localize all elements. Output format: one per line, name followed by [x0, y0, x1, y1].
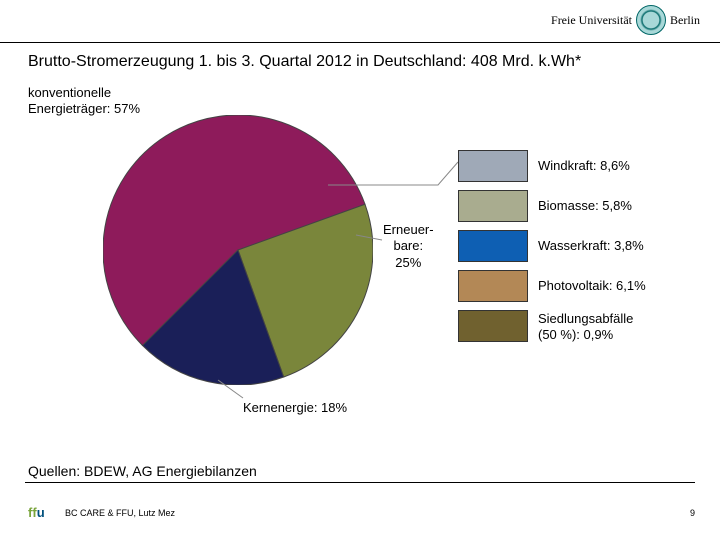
- legend-swatch: [458, 150, 528, 182]
- sources-underline: [25, 482, 695, 483]
- footer-credit: BC CARE & FFU, Lutz Mez: [65, 508, 175, 518]
- slice-label-kernenergie: Kernenergie: 18%: [243, 400, 347, 416]
- uni-name-left: Freie Universität: [551, 13, 632, 28]
- sources-text: Quellen: BDEW, AG Energiebilanzen: [28, 463, 257, 479]
- slice-label-erneuerbare: Erneuer- bare: 25%: [383, 222, 434, 271]
- chart-title: Brutto-Stromerzeugung 1. bis 3. Quartal …: [28, 53, 581, 71]
- chart-area: konventionelle Energieträger: 57% Erneue…: [28, 90, 693, 440]
- university-header: Freie Universität Berlin: [551, 5, 700, 35]
- header-rule: [0, 42, 720, 43]
- university-seal-icon: [636, 5, 666, 35]
- legend-label: Siedlungsabfälle(50 %): 0,9%: [538, 311, 633, 344]
- legend-swatch: [458, 190, 528, 222]
- ffu-logo: ffu: [28, 505, 45, 520]
- page-number: 9: [690, 508, 695, 518]
- legend-label: Biomasse: 5,8%: [538, 198, 632, 214]
- legend-swatch: [458, 270, 528, 302]
- uni-name-right: Berlin: [670, 13, 700, 28]
- slice-label-konventionelle: konventionelle Energieträger: 57%: [28, 85, 140, 118]
- legend-swatch: [458, 230, 528, 262]
- legend-swatch: [458, 310, 528, 342]
- legend-label: Wasserkraft: 3,8%: [538, 238, 644, 254]
- pie-chart: [103, 115, 373, 385]
- legend-label: Windkraft: 8,6%: [538, 158, 630, 174]
- legend-label: Photovoltaik: 6,1%: [538, 278, 646, 294]
